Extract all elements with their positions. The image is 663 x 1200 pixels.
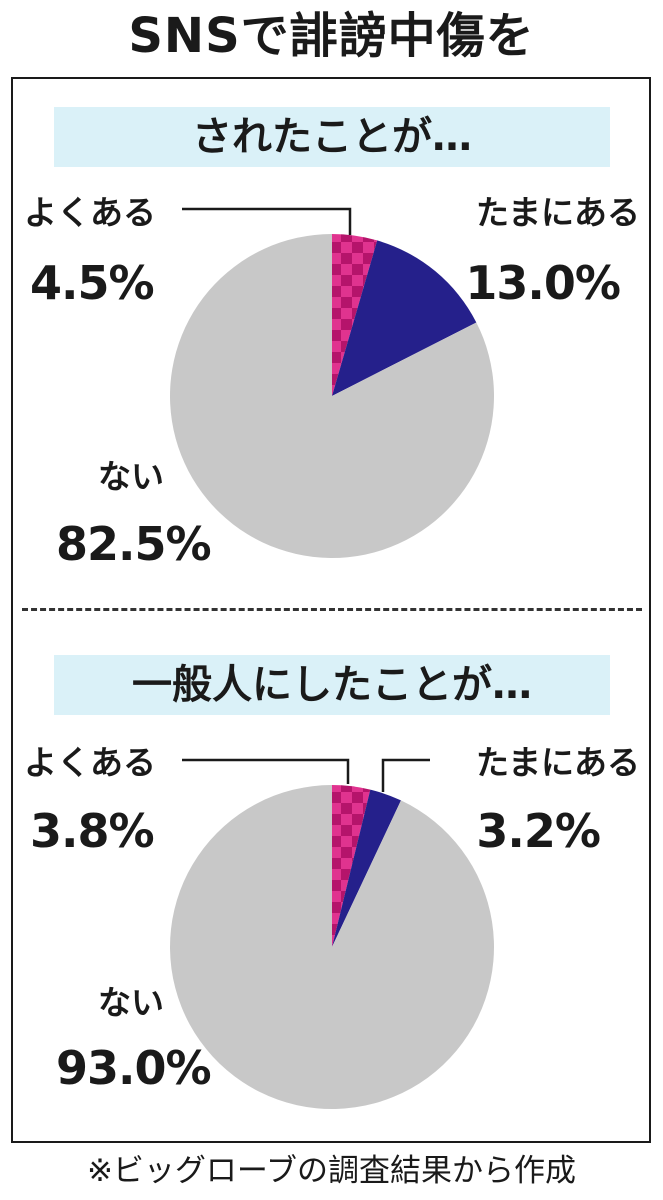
footnote: ※ビッグローブの調査結果から作成 [86,1153,577,1189]
chart2-value-sometimes: 3.2% [476,804,601,858]
chart1-label-never: ない [98,457,164,496]
chart1-label-sometimes: たまにある [475,193,640,232]
chart2-value-often: 3.8% [30,804,155,858]
chart-2-title: 一般人にしたことが… [54,655,610,715]
pie1-slice-often [332,234,378,396]
chart1-value-sometimes: 13.0% [465,256,621,310]
label-leader-lines [182,207,430,792]
leader-line-chart2-often [182,758,350,784]
pie1-slice-sometimes [332,240,477,396]
leader-line-chart2-sometimes [381,758,430,792]
pie-chart-2 [169,785,494,1109]
chart-frame [11,77,651,1143]
chart2-label-often: よくある [24,743,156,782]
pie2-slice-never [169,785,494,1109]
pie2-slice-sometimes [332,789,401,947]
pie2-slice-often [332,785,371,947]
chart2-label-never: ない [98,983,164,1022]
chart2-label-sometimes: たまにある [475,743,640,782]
chart2-value-never: 93.0% [56,1041,212,1095]
leader-line-chart1-often [182,207,352,235]
chart-1-title: されたことが… [54,107,610,167]
chart1-label-often: よくある [24,193,156,232]
section-divider [22,608,642,611]
chart1-value-often: 4.5% [30,256,155,310]
pie-chart-1 [169,234,494,558]
chart-title: SNSで誹謗中傷を [128,8,535,64]
chart1-value-never: 82.5% [56,517,212,571]
pie1-slice-never [169,234,494,558]
